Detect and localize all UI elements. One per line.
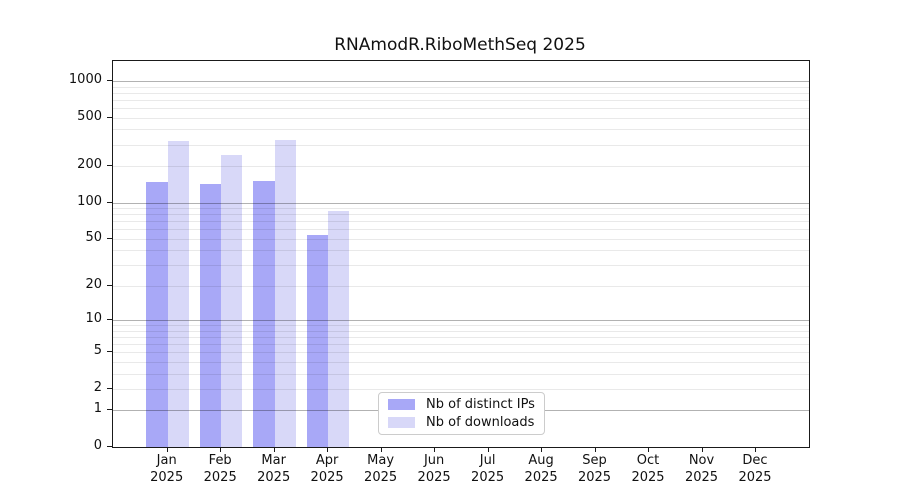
y-tick-mark bbox=[107, 116, 112, 118]
legend-label-downloads: Nb of downloads bbox=[426, 415, 535, 430]
y-tick-label: 100 bbox=[77, 193, 102, 209]
bars-layer bbox=[113, 61, 809, 447]
bar-jan-downloads bbox=[167, 141, 189, 447]
x-tick-label-oct: Oct 2025 bbox=[631, 453, 665, 485]
bar-feb-downloads bbox=[221, 154, 243, 447]
x-tick-label-sep: Sep 2025 bbox=[577, 453, 612, 485]
legend: Nb of distinct IPs Nb of downloads bbox=[378, 392, 545, 435]
x-tick-mark bbox=[755, 447, 756, 452]
legend-label-distinct-ips: Nb of distinct IPs bbox=[426, 397, 535, 412]
x-tick-mark bbox=[541, 447, 543, 452]
y-tick-mark bbox=[107, 79, 112, 81]
x-tick-label-jan: Jan 2025 bbox=[150, 453, 184, 485]
legend-swatch-downloads bbox=[388, 417, 415, 428]
y-tick-mark bbox=[107, 201, 112, 203]
bar-mar-downloads bbox=[274, 139, 296, 447]
x-tick-label-dec: Dec 2025 bbox=[738, 453, 772, 485]
x-tick-mark bbox=[380, 447, 382, 452]
x-tick-label-jun: Jun 2025 bbox=[417, 453, 451, 485]
x-tick-label-mar: Mar 2025 bbox=[257, 453, 291, 485]
bar-jan-ips bbox=[146, 182, 168, 447]
bar-apr-downloads bbox=[328, 211, 350, 447]
x-tick-mark bbox=[220, 447, 222, 452]
y-tick-label: 0 bbox=[93, 438, 102, 453]
y-tick-label: 200 bbox=[77, 157, 102, 172]
legend-row-distinct-ips: Nb of distinct IPs bbox=[388, 397, 535, 412]
x-tick-mark bbox=[487, 447, 489, 452]
y-tick-mark bbox=[107, 351, 112, 353]
x-tick-label-aug: Aug 2025 bbox=[524, 453, 558, 485]
y-tick-mark bbox=[107, 387, 112, 389]
x-tick-mark bbox=[648, 447, 649, 452]
y-tick-mark bbox=[107, 446, 112, 447]
y-tick-label: 20 bbox=[85, 276, 102, 292]
x-tick-mark bbox=[701, 447, 703, 452]
y-tick-mark bbox=[107, 319, 112, 320]
y-tick-label: 5 bbox=[93, 343, 102, 359]
x-tick-mark bbox=[434, 447, 436, 452]
y-tick-label: 2 bbox=[93, 379, 102, 395]
y-tick-mark bbox=[107, 284, 112, 286]
bar-feb-ips bbox=[199, 183, 222, 447]
plot-area bbox=[112, 60, 810, 448]
y-tick-label: 10 bbox=[85, 311, 102, 326]
y-tick-label: 1 bbox=[93, 401, 102, 417]
y-tick-mark bbox=[107, 165, 112, 166]
legend-swatch-distinct-ips bbox=[388, 399, 415, 410]
x-tick-mark bbox=[273, 447, 275, 452]
legend-row-downloads: Nb of downloads bbox=[388, 415, 535, 430]
bar-apr-ips bbox=[306, 234, 329, 447]
x-tick-label-jul: Jul 2025 bbox=[471, 453, 505, 485]
bar-mar-ips bbox=[253, 180, 275, 447]
x-tick-mark bbox=[594, 447, 596, 452]
x-tick-label-feb: Feb 2025 bbox=[203, 453, 237, 485]
x-tick-label-nov: Nov 2025 bbox=[684, 453, 719, 485]
y-tick-label: 500 bbox=[77, 108, 102, 124]
x-tick-label-apr: Apr 2025 bbox=[310, 453, 344, 485]
y-tick-label: 50 bbox=[85, 229, 102, 245]
x-tick-label-may: May 2025 bbox=[364, 453, 398, 485]
x-tick-mark bbox=[327, 447, 329, 452]
x-tick-mark bbox=[166, 447, 168, 452]
y-tick-mark bbox=[107, 409, 112, 411]
y-tick-mark bbox=[107, 237, 112, 239]
chart-title: RNAmodR.RiboMethSeq 2025 bbox=[334, 35, 586, 55]
y-tick-label: 1000 bbox=[68, 71, 102, 87]
